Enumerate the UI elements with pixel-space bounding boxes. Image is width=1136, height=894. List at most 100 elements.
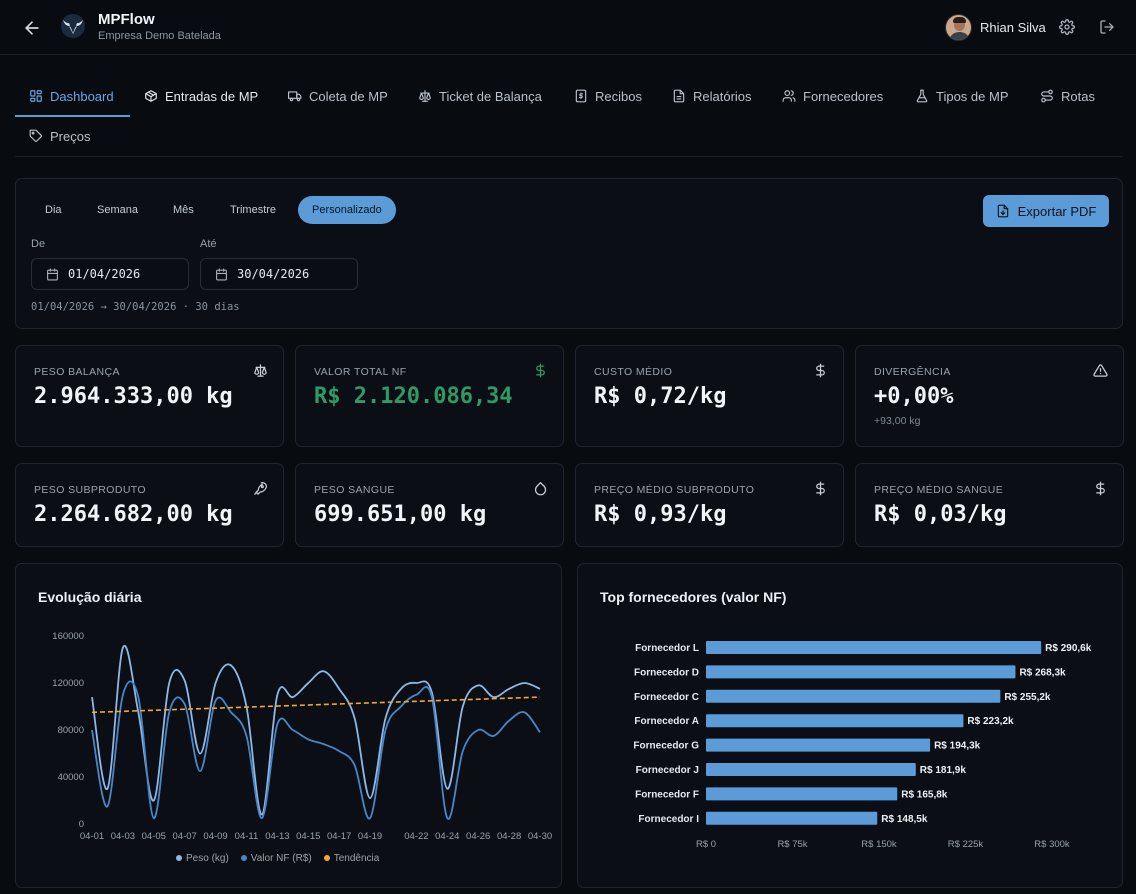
x-tick-label: 04-09: [203, 831, 227, 842]
kpi-divergencia: DIVERGÊNCIA +0,00% +93,00 kg: [855, 345, 1124, 447]
bar-category-label: Fornecedor I: [638, 814, 699, 825]
from-date-field[interactable]: 01/04/2026: [31, 258, 189, 290]
period-dia-button[interactable]: Dia: [45, 204, 62, 216]
to-date-field[interactable]: 30/04/2026: [200, 258, 358, 290]
kpi-label: PESO SUBPRODUTO: [34, 484, 146, 496]
series-line-peso: [91, 644, 541, 816]
kpi-label: PESO BALANÇA: [34, 366, 120, 378]
nav-label: Entradas de MP: [165, 88, 259, 104]
x-tick-label: 04-30: [528, 831, 552, 842]
legend-label: Peso (kg): [186, 853, 229, 864]
nav-label: Rotas: [1061, 88, 1095, 104]
to-label: Até: [200, 238, 217, 250]
kpi-label: PREÇO MÉDIO SANGUE: [874, 484, 1004, 496]
y-tick-label: 120000: [52, 678, 84, 689]
legend-label: Tendência: [333, 853, 380, 864]
route-icon: [1041, 89, 1053, 103]
y-tick-label: 80000: [58, 725, 84, 736]
bar-category-label: Fornecedor C: [634, 692, 699, 703]
export-pdf-button[interactable]: Exportar PDF: [983, 195, 1109, 227]
avatar: [945, 14, 972, 41]
nav-label: Tipos de MP: [936, 88, 1009, 104]
kpi-value: R$ 0,72/kg: [594, 384, 727, 409]
company-name: Empresa Demo Batelada: [98, 30, 221, 42]
y-tick-label: 0: [79, 819, 84, 830]
users-icon: [782, 90, 796, 102]
x-tick-label: 04-17: [327, 831, 351, 842]
logout-icon[interactable]: [1099, 19, 1115, 35]
bar: [706, 787, 898, 801]
bar-category-label: Fornecedor J: [636, 765, 699, 776]
bar: [706, 714, 964, 728]
nav-dashboard[interactable]: Dashboard: [29, 76, 114, 116]
period-semana-button[interactable]: Semana: [97, 204, 138, 216]
nav-coleta-de-mp[interactable]: Coleta de MP: [288, 76, 388, 116]
bar-category-label: Fornecedor D: [634, 667, 699, 678]
kpi-label: VALOR TOTAL NF: [314, 366, 407, 378]
gear-icon[interactable]: [1059, 19, 1075, 35]
series-line-tendencia: [91, 696, 541, 714]
kpi-preco-medio-subproduto: PREÇO MÉDIO SUBPRODUTO R$ 0,93/kg: [575, 463, 844, 547]
x-tick-label: 04-11: [235, 831, 259, 842]
x-tick-label: 04-26: [466, 831, 490, 842]
kpi-label: PREÇO MÉDIO SUBPRODUTO: [594, 484, 755, 496]
nav-recibos[interactable]: Recibos: [574, 76, 642, 116]
file-text-icon: [673, 89, 685, 103]
chart-title: Top fornecedores (valor NF): [600, 589, 787, 605]
period-personalizado-button[interactable]: Personalizado: [298, 196, 396, 224]
legend-item-tendencia[interactable]: Tendência: [323, 853, 380, 864]
x-tick-label: 04-28: [497, 831, 521, 842]
bar-value-label: R$ 148,5k: [881, 814, 928, 825]
scale-icon: [254, 364, 267, 377]
bar: [706, 665, 1016, 679]
export-label: Exportar PDF: [1017, 203, 1097, 219]
nav-entradas-de-mp[interactable]: Entradas de MP: [144, 76, 258, 116]
kpi-value: 2.264.682,00 kg: [34, 502, 233, 527]
legend-item-peso[interactable]: Peso (kg): [176, 853, 229, 864]
droplet-icon: [534, 482, 547, 496]
chart-title: Evolução diária: [38, 589, 142, 605]
ham-icon: [254, 482, 267, 495]
nav-label: Fornecedores: [803, 88, 884, 104]
kpi-custo-medio: CUSTO MÉDIO R$ 0,72/kg: [575, 345, 844, 447]
kpi-label: CUSTO MÉDIO: [594, 366, 673, 378]
nav-tipos-de-mp[interactable]: Tipos de MP: [915, 76, 1009, 116]
period-mes-button[interactable]: Mês: [173, 204, 194, 216]
period-trimestre-button[interactable]: Trimestre: [230, 204, 277, 216]
nav-rotas[interactable]: Rotas: [1040, 76, 1095, 116]
bar-value-label: R$ 194,3k: [934, 741, 981, 752]
bar-category-label: Fornecedor L: [635, 643, 699, 654]
app-name: MPFlow: [98, 11, 155, 28]
kpi-peso-subproduto: PESO SUBPRODUTO 2.264.682,00 kg: [15, 463, 284, 547]
nav-label: Coleta de MP: [309, 88, 388, 104]
kpi-preco-medio-sangue: PREÇO MÉDIO SANGUE R$ 0,03/kg: [855, 463, 1124, 547]
alert-triangle-icon: [1093, 364, 1108, 377]
daily-evolution-chart: 0 40000 80000 120000 160000 04-01 04-03 04-05 04…: [52, 631, 552, 842]
legend-item-valor[interactable]: Valor NF (R$): [240, 853, 312, 864]
x-tick-label: 04-07: [173, 831, 197, 842]
nav-ticket-de-balanca[interactable]: Ticket de Balança: [418, 76, 542, 116]
x-tick-label: 04-24: [435, 831, 459, 842]
bar: [706, 689, 1001, 703]
nav-precos[interactable]: Preços: [29, 116, 90, 156]
kpi-sub: +93,00 kg: [874, 415, 921, 427]
series-line-valor-nf: [91, 680, 541, 820]
nav-relatorios[interactable]: Relatórios: [672, 76, 752, 116]
kpi-label: PESO SANGUE: [314, 484, 395, 496]
to-date-value: 30/04/2026: [237, 267, 310, 281]
nav-fornecedores[interactable]: Fornecedores: [782, 76, 883, 116]
layout-grid-icon: [30, 90, 42, 102]
file-download-icon: [997, 204, 1008, 218]
bar-value-label: R$ 290,6k: [1045, 643, 1092, 654]
calendar-icon: [47, 268, 58, 280]
back-arrow-icon[interactable]: [22, 18, 42, 38]
x-tick-label: R$ 150k: [861, 839, 897, 850]
kpi-value: R$ 0,03/kg: [874, 502, 1007, 527]
line-chart-legend: Peso (kg) Valor NF (R$) Tendência: [176, 853, 379, 864]
x-tick-label: R$ 75k: [777, 839, 807, 850]
bar-value-label: R$ 165,8k: [901, 789, 948, 800]
flask-icon: [916, 89, 928, 103]
user-menu[interactable]: Rhian Silva: [945, 14, 1046, 41]
kpi-label: DIVERGÊNCIA: [874, 366, 951, 378]
bar: [706, 738, 931, 752]
